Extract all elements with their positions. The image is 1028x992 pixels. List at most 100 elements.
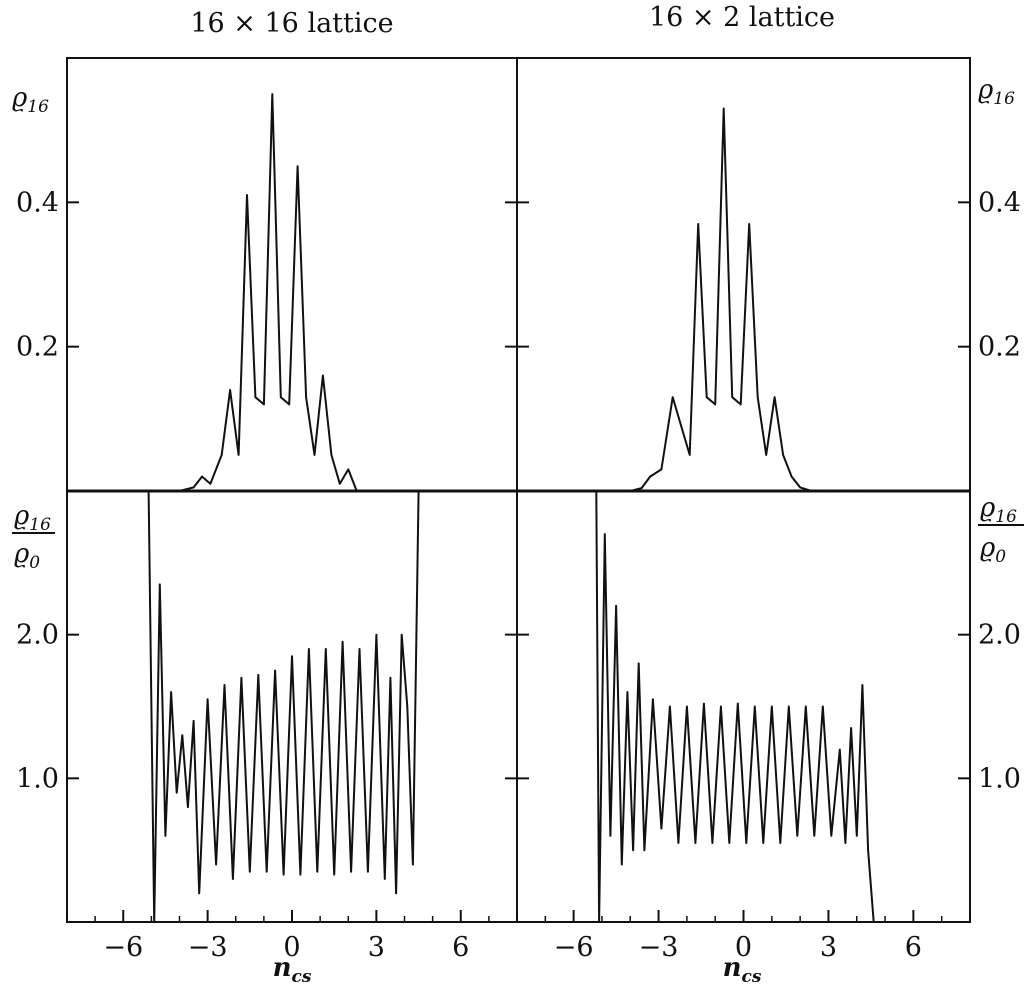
top-right-point-19 [799, 486, 801, 489]
bottom-left-point-36 [412, 863, 414, 866]
bottom-left-series-line-0 [147, 491, 420, 922]
top-left-ylabel: ϱ16 [12, 83, 49, 117]
top-left-point-25 [403, 490, 406, 492]
top-left-point-14 [305, 396, 307, 399]
svg-text:ϱ16: ϱ16 [980, 493, 1017, 527]
bottom-right-point-35 [856, 835, 858, 837]
bottom-right-point-36 [861, 684, 864, 686]
top-left-point-17 [330, 454, 333, 456]
bottom-right-point-0 [595, 490, 598, 492]
bottom-left-point-37 [417, 490, 420, 492]
bottom-right-point-12 [669, 705, 671, 708]
top-left-point-2 [201, 475, 203, 478]
right-xlabel: ncs [723, 953, 762, 987]
top-right-point-16 [773, 396, 776, 399]
top-right-point-7 [697, 223, 699, 225]
bottom-left-point-13 [232, 878, 234, 880]
bottom-right-series-line-0 [595, 491, 875, 922]
top-right-point-4 [671, 396, 674, 399]
top-right-point-0 [629, 490, 632, 492]
bottom-left-point-3 [164, 835, 167, 837]
top-right-point-5 [680, 425, 682, 427]
bottom-left-point-11 [215, 863, 217, 866]
bottom-left-xtick-label-1: −3 [188, 932, 228, 963]
top-right-point-14 [756, 396, 759, 399]
bottom-left-point-22 [308, 648, 310, 650]
bottom-left-point-1 [153, 921, 155, 923]
top-left-point-20 [355, 490, 358, 492]
top-right-ytick-label-0: 0.2 [978, 332, 1021, 363]
svg-text:ϱ0: ϱ0 [14, 539, 40, 573]
bottom-right-point-14 [686, 705, 688, 708]
bottom-left-point-18 [274, 669, 276, 672]
bottom-left-point-21 [299, 873, 302, 876]
bottom-right-point-4 [615, 605, 617, 607]
bottom-left-point-34 [400, 633, 403, 636]
top-left-point-0 [178, 490, 181, 492]
bottom-right-point-31 [830, 835, 833, 837]
bottom-left-point-12 [223, 684, 226, 686]
right-panel-title: 16 × 2 lattice [649, 2, 835, 33]
top-left-point-24 [392, 490, 395, 492]
bottom-right-point-21 [745, 842, 748, 844]
bottom-right-point-8 [637, 662, 640, 665]
top-right-ytick-label-1: 0.4 [978, 187, 1021, 218]
top-left-point-23 [381, 490, 383, 492]
bottom-left-point-23 [316, 870, 319, 873]
top-left-point-15 [313, 454, 316, 456]
bottom-left-ytick-label-0: 1.0 [16, 763, 59, 794]
top-right-point-6 [688, 454, 691, 456]
bottom-left-point-0 [147, 490, 150, 492]
bottom-left-ylabel: ϱ16 ϱ0 [12, 501, 55, 573]
bottom-left-xtick-label-2: 0 [283, 932, 300, 963]
top-left-point-11 [280, 396, 282, 399]
bottom-left-xtick-label-0: −6 [103, 932, 143, 963]
bottom-right-point-25 [779, 842, 782, 844]
bottom-left-point-35 [406, 705, 409, 708]
bottom-left-point-28 [358, 648, 361, 650]
top-right-series-line-0 [630, 107, 857, 491]
top-right-point-18 [790, 475, 793, 478]
bottom-right-point-20 [737, 702, 739, 705]
bottom-right-point-17 [711, 842, 714, 844]
bottom-left-point-16 [257, 674, 260, 676]
bottom-right-point-16 [703, 702, 705, 705]
top-right-point-20 [810, 490, 813, 492]
top-left-point-7 [246, 194, 248, 196]
bottom-right-point-15 [694, 842, 697, 844]
top-right-point-24 [856, 490, 858, 492]
top-left-ytick-label-1: 0.4 [16, 187, 59, 218]
top-right-ylabel: ϱ16 [978, 75, 1015, 109]
top-left-point-4 [220, 454, 223, 456]
bottom-left-point-31 [384, 878, 386, 880]
bottom-right-point-28 [805, 705, 807, 708]
bottom-right-point-24 [771, 705, 773, 708]
bottom-left-point-27 [350, 870, 352, 873]
bottom-left-ytick-label-1: 2.0 [16, 620, 59, 651]
top-left-point-13 [296, 165, 299, 168]
bottom-right-xtick-label-1: −3 [639, 932, 679, 963]
top-right-point-9 [714, 403, 716, 406]
bottom-right-point-26 [788, 705, 790, 708]
top-left-point-16 [322, 374, 324, 377]
bottom-right-point-37 [867, 849, 869, 851]
top-right-point-15 [765, 454, 767, 456]
svg-text:ϱ16: ϱ16 [14, 501, 51, 535]
bottom-right-point-7 [632, 849, 634, 851]
bottom-right-point-18 [720, 705, 722, 708]
bottom-right-point-1 [598, 921, 600, 923]
bottom-right-ytick-label-1: 2.0 [978, 620, 1021, 651]
top-right-point-11 [731, 396, 733, 399]
top-left-point-19 [347, 468, 350, 471]
bottom-right-point-11 [660, 827, 663, 830]
bottom-left-point-15 [249, 870, 251, 873]
top-left-point-8 [254, 396, 257, 399]
top-right-point-21 [822, 490, 824, 492]
top-left-point-22 [372, 490, 375, 492]
top-right-point-22 [833, 490, 835, 492]
bottom-right-point-5 [621, 863, 623, 866]
bottom-right-point-34 [850, 727, 852, 729]
bottom-left-point-8 [192, 720, 195, 722]
bottom-right-point-13 [677, 842, 680, 844]
